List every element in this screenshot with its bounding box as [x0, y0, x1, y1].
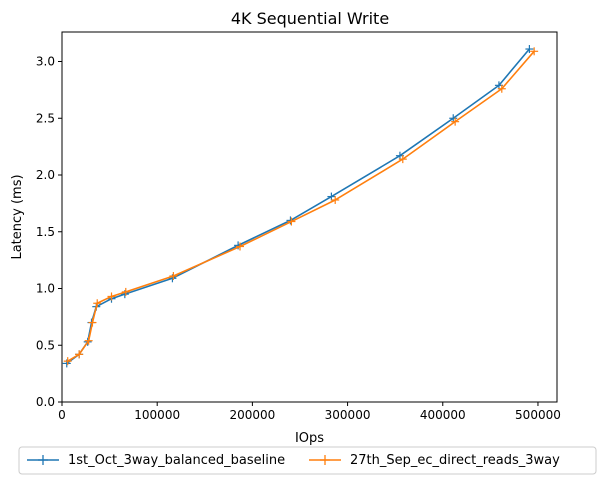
- series-1-point: [327, 192, 336, 201]
- y-tick-label: 2.5: [36, 111, 55, 125]
- series-2-point: [84, 336, 93, 345]
- legend-entry: 27th_Sep_ec_direct_reads_3way: [309, 453, 560, 468]
- series-2-point: [93, 299, 102, 308]
- y-tick-label: 0.0: [36, 395, 55, 409]
- x-tick-label: 300000: [325, 408, 371, 422]
- x-tick-label: 100000: [134, 408, 180, 422]
- x-tick-label: 400000: [420, 408, 466, 422]
- x-axis-label: IOps: [295, 431, 324, 446]
- y-axis-ticks: 0.0 0.5 1.0 1.5 2.0 2.5 3.0: [36, 55, 62, 409]
- series-1-point: [525, 45, 534, 54]
- plot-frame: [61, 31, 558, 403]
- series-2-point: [398, 155, 407, 164]
- y-tick-label: 3.0: [36, 55, 55, 69]
- series-2-point: [331, 195, 340, 204]
- series-2-point: [75, 350, 84, 359]
- series-2-point: [530, 47, 539, 56]
- series-2-point: [236, 242, 245, 251]
- y-tick-label: 1.0: [36, 282, 55, 296]
- series-line-1: [66, 48, 531, 365]
- series-2-point: [451, 117, 460, 126]
- y-tick-label: 1.5: [36, 225, 55, 239]
- y-tick-label: 2.0: [36, 168, 55, 182]
- legend-label-series-2: 27th_Sep_ec_direct_reads_3way: [350, 453, 560, 468]
- series-2-point: [497, 84, 506, 93]
- series-1-point: [449, 114, 458, 123]
- x-tick-label: 0: [58, 408, 66, 422]
- legend-marker-series-1: [38, 455, 48, 465]
- legend-entry: 1st_Oct_3way_balanced_baseline: [27, 453, 285, 468]
- x-tick-label: 500000: [515, 408, 561, 422]
- y-axis-label: Latency (ms): [10, 174, 25, 259]
- legend-box: [18, 446, 597, 475]
- legend: 1st_Oct_3way_balanced_baseline 27th_Sep_…: [18, 446, 597, 475]
- x-axis-ticks: 0 100000 200000 300000 400000 500000: [58, 402, 561, 422]
- chart-title: 4K Sequential Write: [231, 9, 389, 28]
- series-2-point: [287, 217, 296, 226]
- y-tick-label: 0.5: [36, 338, 55, 352]
- series-2-point: [107, 292, 116, 301]
- series-line-2: [67, 50, 535, 362]
- series-2-point: [88, 318, 97, 327]
- plot-series: [62, 45, 539, 368]
- x-tick-label: 200000: [229, 408, 275, 422]
- legend-marker-series-2: [320, 455, 330, 465]
- series-2-point: [63, 357, 72, 366]
- series-2-point: [121, 287, 130, 296]
- legend-label-series-1: 1st_Oct_3way_balanced_baseline: [68, 453, 285, 468]
- series-2-point: [169, 272, 178, 281]
